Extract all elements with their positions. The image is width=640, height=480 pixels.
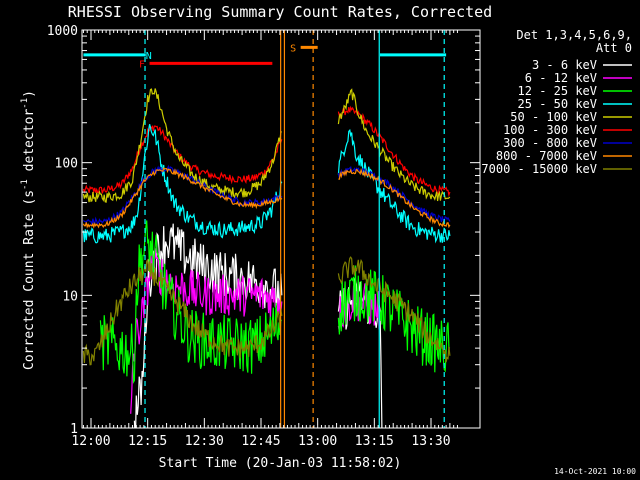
plot-series <box>82 88 451 428</box>
series-50-100-kev <box>82 88 451 203</box>
series-line-segment <box>337 265 451 373</box>
series-line-segment <box>337 256 451 363</box>
x-tick-label: 12:30 <box>185 434 224 449</box>
flag-label: F <box>139 59 145 70</box>
attenuator-label: Att 0 <box>596 41 632 55</box>
legend-label: 25 - 50 keV <box>518 97 597 111</box>
series-line-segment <box>82 167 283 229</box>
x-tick-label: 12:15 <box>128 434 167 449</box>
series-line-segment <box>82 258 283 366</box>
series-line-segment <box>99 220 282 384</box>
series-25-50-kev <box>82 124 451 244</box>
legend-label: 6 - 12 keV <box>525 71 597 85</box>
y-tick-label: 1000 <box>47 24 78 39</box>
legend-label: 300 - 800 keV <box>503 136 597 150</box>
legend-label: 50 - 100 keV <box>510 110 597 124</box>
legend-label: 100 - 300 keV <box>503 123 597 137</box>
series-7000-15000-kev <box>82 256 451 366</box>
series-12-25-kev <box>99 220 451 384</box>
plot-frame <box>81 29 481 429</box>
series-line-segment <box>130 248 283 414</box>
x-tick-label: 12:45 <box>241 434 280 449</box>
detectors-label: Det 1,3,4,5,6,9, <box>516 28 632 42</box>
x-tick-label: 13:30 <box>411 434 450 449</box>
x-axis-label: Start Time (20-Jan-03 11:58:02) <box>159 456 402 471</box>
y-axis-label: Corrected Count Rate (s-1 detector-1) <box>20 90 37 370</box>
y-tick-label: 100 <box>55 157 78 172</box>
series-line-segment <box>337 105 451 198</box>
series-line-segment <box>337 128 451 244</box>
series-line-segment <box>338 167 451 229</box>
axes: 1 10 100 1000 12:00 12:15 12:30 12:45 13:00 13:15… <box>47 24 480 449</box>
y-tick-label: 1 <box>70 422 78 437</box>
chart-title: RHESSI Observing Summary Count Rates, Co… <box>68 3 492 21</box>
legend-label: 12 - 25 keV <box>518 84 597 98</box>
legend-label: 7000 - 15000 keV <box>481 162 597 176</box>
y-tick-label: 10 <box>62 289 78 304</box>
legend-label: 3 - 6 keV <box>532 58 597 72</box>
flag-label: S <box>290 43 296 54</box>
series-line-segment <box>337 88 451 202</box>
plot-overlay: NF S <box>83 30 447 428</box>
x-tick-label: 13:15 <box>355 434 394 449</box>
series-800-7000-kev <box>82 167 451 229</box>
x-tick-label: 13:00 <box>298 434 337 449</box>
flag-label: N <box>146 51 152 62</box>
series-line-segment <box>82 124 283 244</box>
series-line-segment <box>337 165 451 223</box>
footer-date: 14-Oct-2021 10:00 <box>554 467 636 476</box>
x-tick-label: 12:00 <box>71 434 110 449</box>
legend-label: 800 - 7000 keV <box>496 149 597 163</box>
series-line-segment <box>82 88 282 203</box>
